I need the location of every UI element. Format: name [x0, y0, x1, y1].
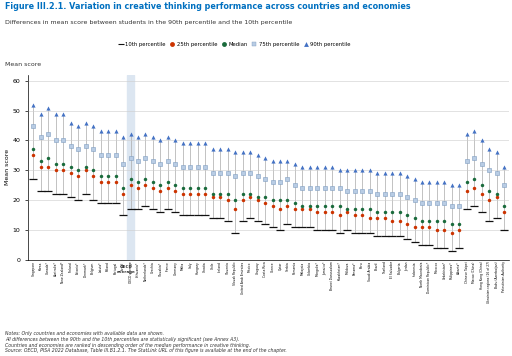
Text: Differences in mean score between students in the 90th percentile and the 10th p: Differences in mean score between studen…	[5, 20, 292, 25]
Legend: 10th percentile, 25th percentile, Median, 75th percentile, 90th percentile: 10th percentile, 25th percentile, Median…	[117, 42, 351, 47]
Text: Mean score: Mean score	[5, 62, 41, 67]
Bar	[127, 75, 134, 260]
Y-axis label: Mean score: Mean score	[5, 149, 10, 185]
Text: Figure III.2.1. Variation in creative thinking performance across countries and : Figure III.2.1. Variation in creative th…	[5, 2, 411, 11]
Text: Notes: Only countries and economies with available data are shown.
All differenc: Notes: Only countries and economies with…	[5, 331, 287, 354]
Text: OECD
average: OECD average	[117, 265, 135, 274]
